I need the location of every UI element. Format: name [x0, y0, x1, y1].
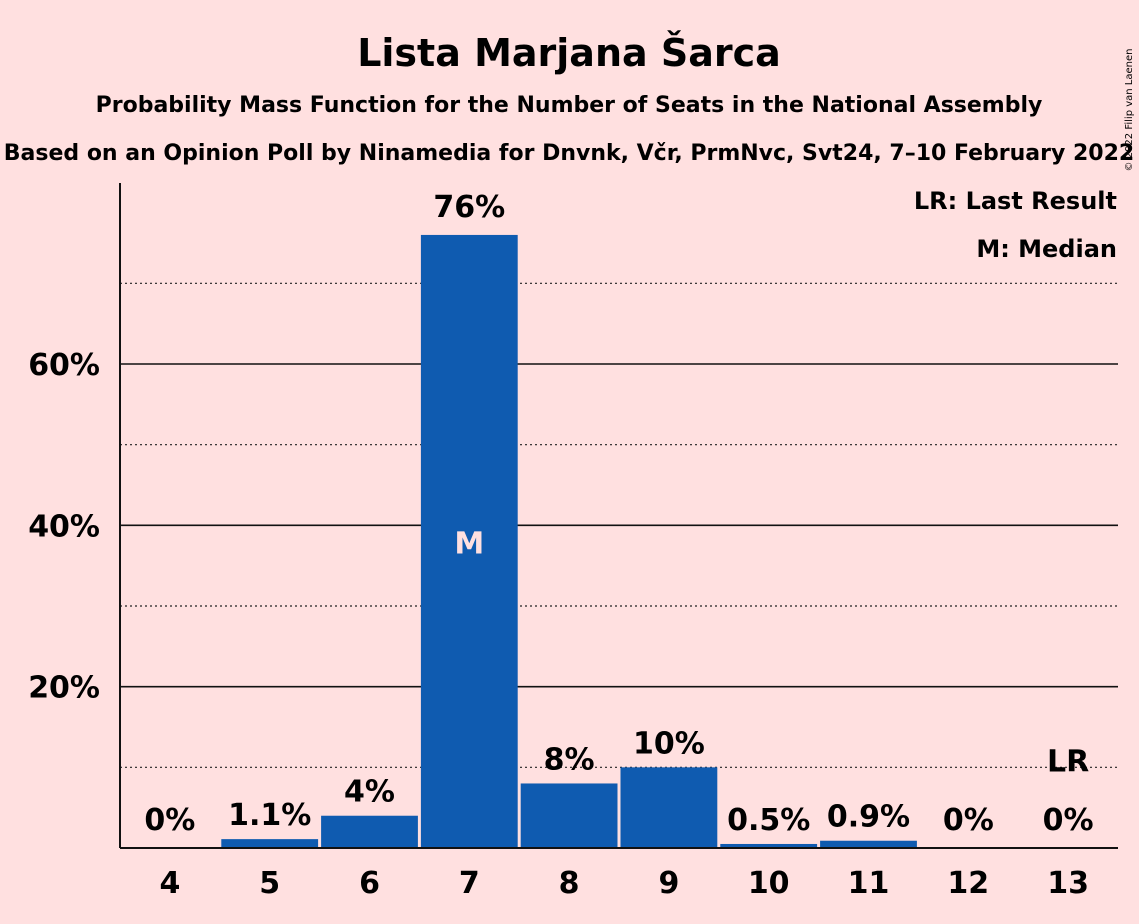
axes	[119, 183, 1118, 849]
bar-6	[321, 815, 418, 848]
x-tick-label: 5	[259, 866, 280, 901]
gridlines: 20% 40% 60%	[28, 282, 1118, 768]
bar-7	[420, 234, 518, 848]
value-label-5: 1.1%	[228, 798, 311, 833]
x-tick-label: 9	[658, 866, 679, 901]
chart-subtitle: Probability Mass Function for the Number…	[96, 93, 1043, 118]
bar-8	[520, 783, 618, 848]
bar-11	[820, 840, 917, 848]
bar-5	[221, 839, 319, 848]
value-label-9: 10%	[633, 726, 705, 761]
y-tick-label: 60%	[28, 348, 100, 383]
value-label-8: 8%	[544, 742, 595, 777]
chart-title: Lista Marjana Šarca	[357, 31, 781, 75]
x-tick-label: 13	[1047, 866, 1089, 901]
x-tick-label: 8	[559, 866, 580, 901]
bar-10	[720, 843, 818, 848]
bar-9	[620, 767, 718, 848]
x-tick-label: 6	[359, 866, 380, 901]
legend-last-result: LR: Last Result	[914, 187, 1117, 215]
x-tick-label: 12	[947, 866, 989, 901]
copyright-notice: © 2022 Filip van Laenen	[1124, 49, 1135, 172]
y-tick-label: 20%	[28, 671, 100, 706]
value-label-11: 0.9%	[827, 800, 910, 835]
last-result-marker: LR	[1047, 744, 1089, 779]
x-tick-label: 11	[848, 866, 890, 901]
value-label-7: 76%	[433, 190, 505, 225]
x-tick-label: 4	[159, 866, 180, 901]
bars-group	[221, 234, 917, 848]
value-label-13: 0%	[1043, 803, 1094, 838]
legend-median: M: Median	[976, 235, 1117, 263]
median-marker: M	[454, 526, 484, 561]
value-label-12: 0%	[943, 803, 994, 838]
labels-group: 0% 4 1.1% 5 4% 6 76% 7 M 8% 8 10% 9 0.5% 10 0.9% 11 0% 12 0…	[144, 190, 1093, 901]
x-tick-label: 7	[459, 866, 480, 901]
y-tick-label: 40%	[28, 509, 100, 544]
value-label-10: 0.5%	[727, 803, 810, 838]
x-tick-label: 10	[748, 866, 790, 901]
value-label-4: 0%	[144, 803, 195, 838]
chart-subtitle-poll: Based on an Opinion Poll by Ninamedia fo…	[4, 141, 1134, 166]
value-label-6: 4%	[344, 775, 395, 810]
